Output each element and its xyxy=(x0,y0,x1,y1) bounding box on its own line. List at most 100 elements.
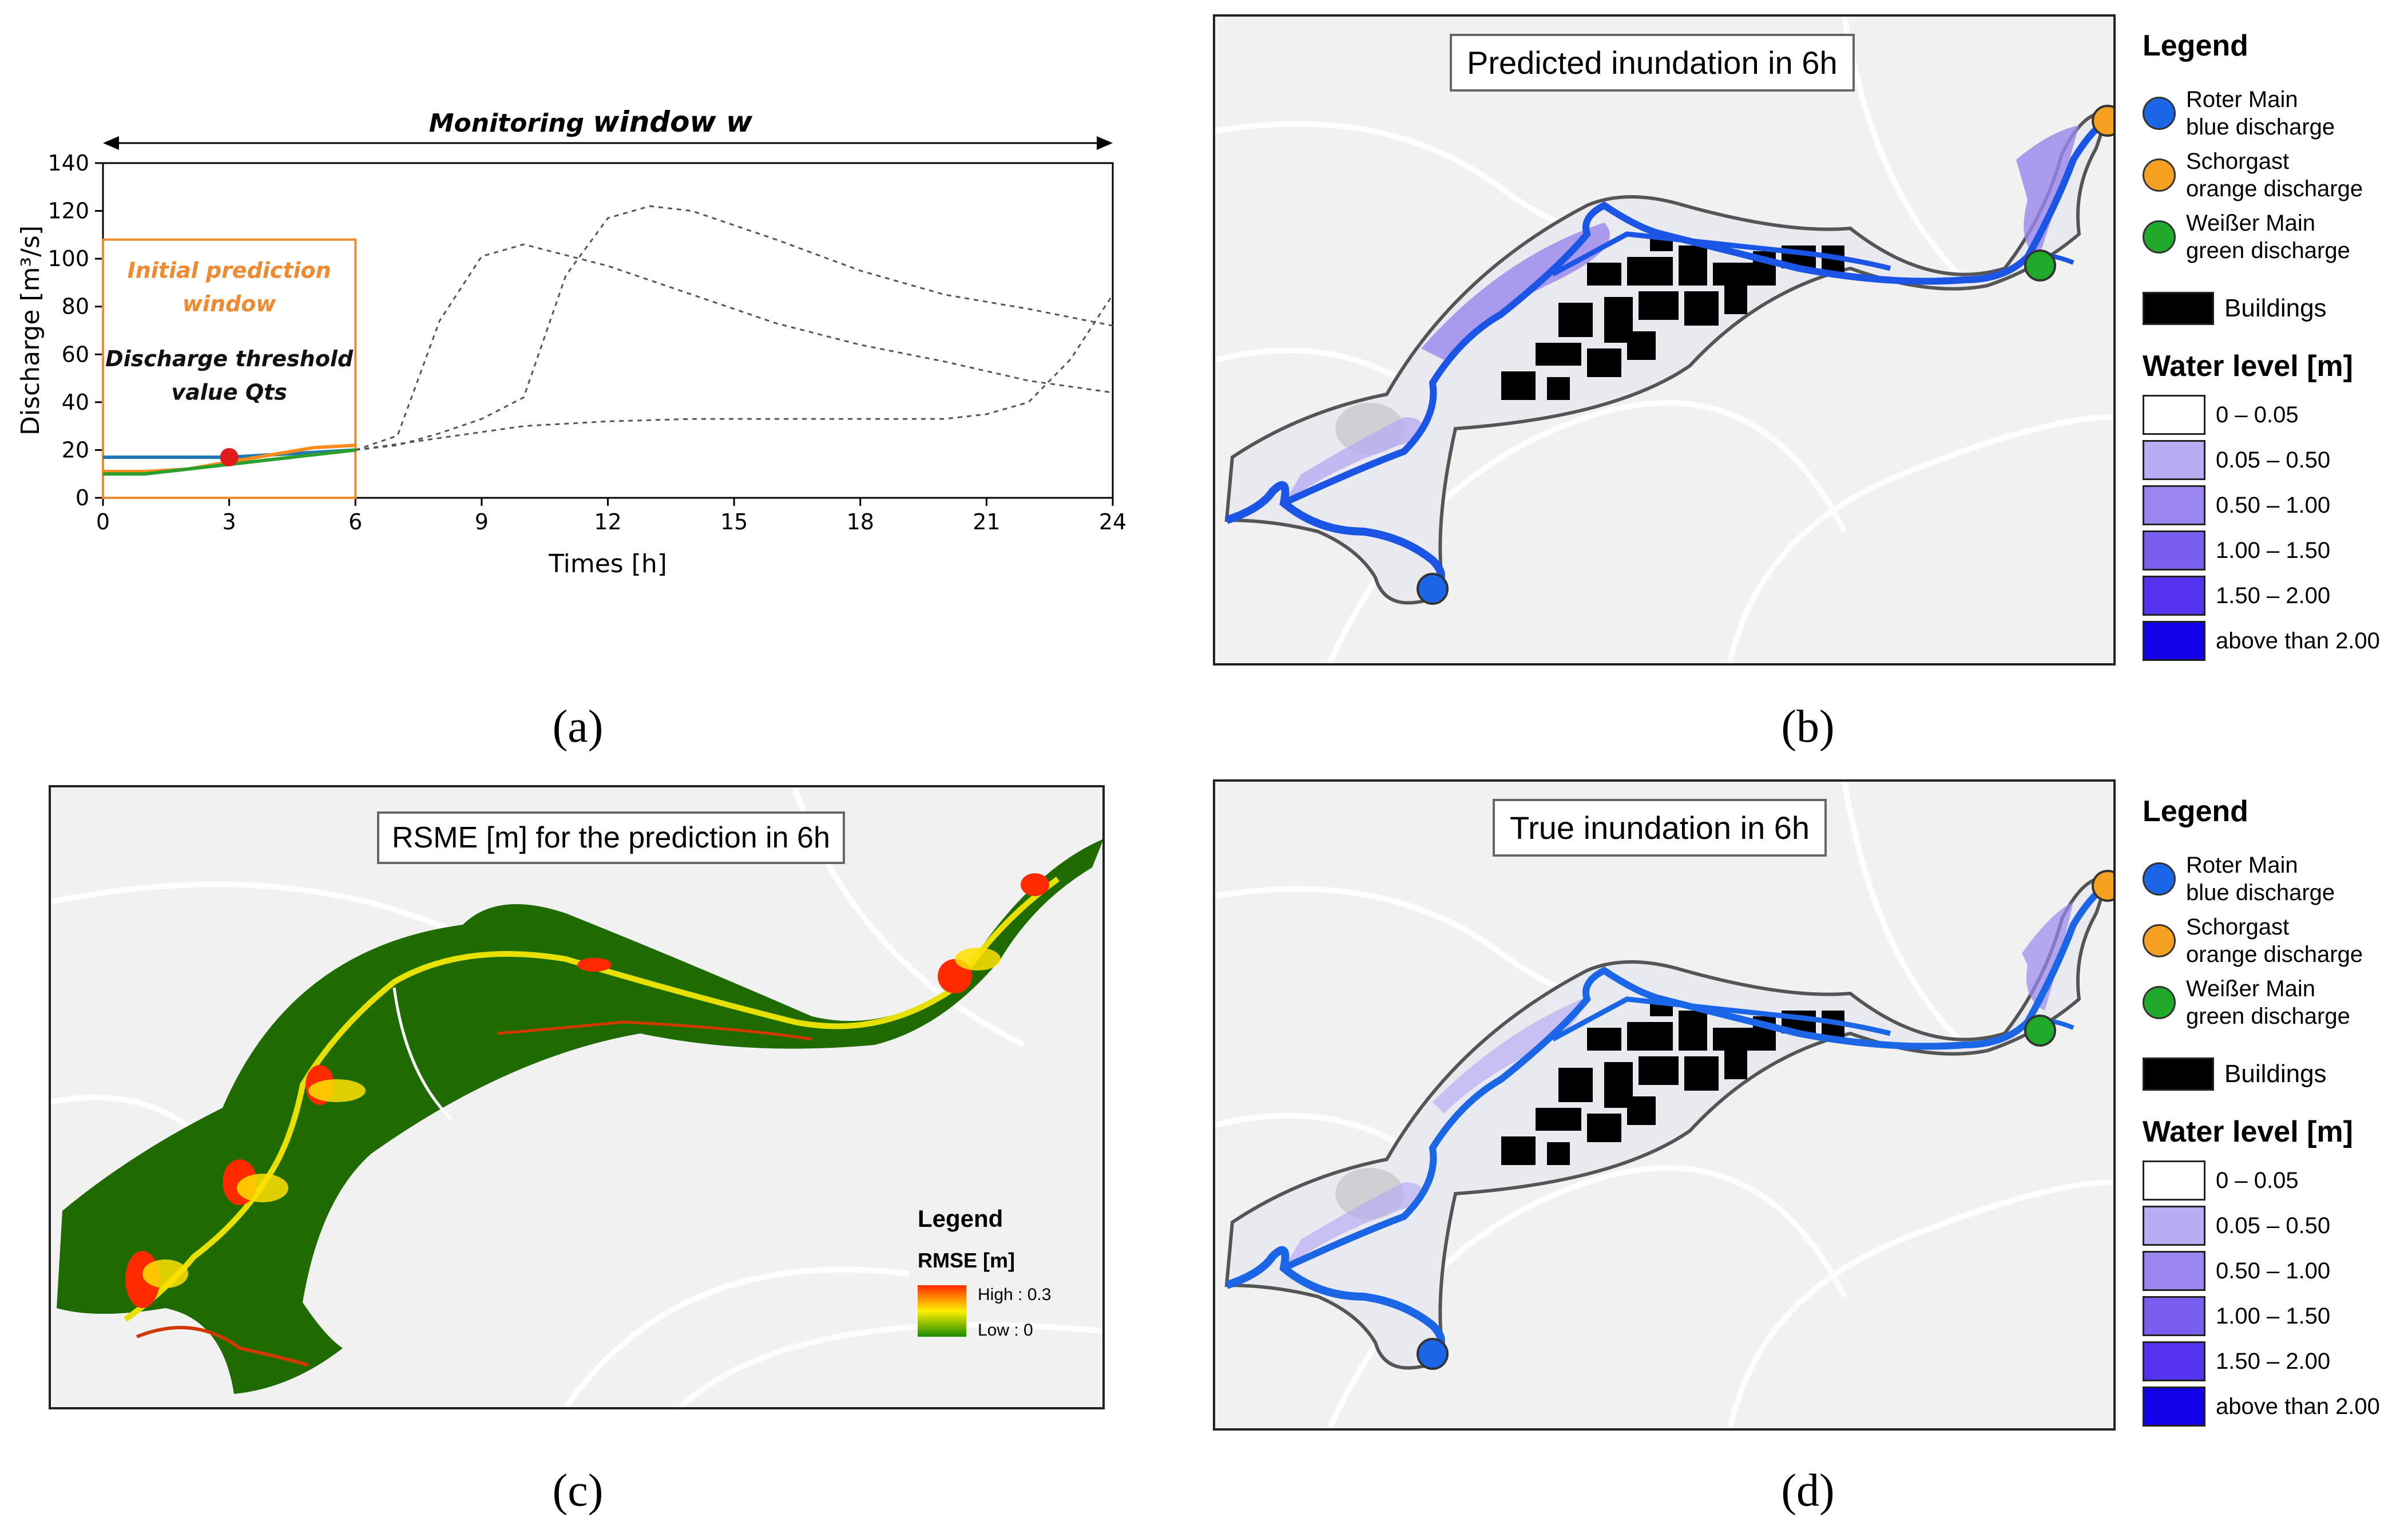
map-d-buildings-label: Buildings xyxy=(2224,1060,2327,1088)
map-d: True inundation in 6h xyxy=(1213,779,2116,1431)
rmse-legend-title: Legend xyxy=(918,1205,1003,1232)
map-b-water-swatch xyxy=(2143,440,2205,480)
y-tick-label: 60 xyxy=(62,342,89,367)
x-tick-label: 12 xyxy=(594,509,621,534)
rmse-legend-sub: RMSE [m] xyxy=(918,1249,1015,1272)
y-axis-label: Discharge [m³/s] xyxy=(16,225,45,435)
map-d-gauge-label: Weißer Main green discharge xyxy=(2186,975,2350,1030)
map-d-water-class: 0 – 0.05 xyxy=(2143,1160,2299,1201)
map-b-water-label: 0 – 0.05 xyxy=(2216,402,2299,427)
plot-frame xyxy=(102,162,1114,499)
map-b: Predicted inundation in 6h xyxy=(1213,14,2116,666)
initial-window-label-line2: window xyxy=(183,291,276,316)
map-b-water-class: 1.00 – 1.50 xyxy=(2143,530,2330,571)
map-d-water-swatch xyxy=(2143,1341,2205,1381)
map-b-gauge-desc: orange discharge xyxy=(2186,176,2363,201)
map-b-title: Predicted inundation in 6h xyxy=(1450,34,1855,92)
map-d-gauge-dot xyxy=(2143,986,2176,1019)
map-b-water-swatch xyxy=(2143,530,2205,571)
map-b-gauge-label: Schorgast orange discharge xyxy=(2186,148,2363,203)
rmse-legend: Legend RMSE [m] High : 0.3 Low : 0 xyxy=(918,1205,1101,1377)
map-b-water-label: 0.50 – 1.00 xyxy=(2216,493,2331,518)
map-d-water-title: Water level [m] xyxy=(2143,1115,2353,1148)
map-b-water-swatch xyxy=(2143,576,2205,616)
series-line-gray-dashed-4 xyxy=(355,205,1113,451)
x-tick-label: 18 xyxy=(847,509,874,534)
threshold-label-line1: Discharge threshold xyxy=(105,346,354,371)
x-tick-label: 9 xyxy=(475,509,489,534)
map-b-gauge-name: Schorgast xyxy=(2186,149,2290,174)
map-b-gauge-dot xyxy=(2143,97,2176,130)
x-tick-label: 21 xyxy=(973,509,1000,534)
initial-window-label-line1: Initial prediction xyxy=(128,258,331,283)
map-c-title: RSME [m] for the prediction in 6h xyxy=(377,811,845,864)
map-b-water-class: 0.05 – 0.50 xyxy=(2143,440,2330,480)
initial-window-box xyxy=(102,238,357,499)
map-d-water-class: 1.00 – 1.50 xyxy=(2143,1296,2330,1336)
map-d-legend: Legend Roter Main blue discharge Schorgast o… xyxy=(2143,794,2400,1441)
map-b-gauge-item: Weißer Main green discharge xyxy=(2143,209,2350,264)
caption-a: (a) xyxy=(552,702,604,752)
map-b-water-class: 0 – 0.05 xyxy=(2143,395,2299,435)
map-d-gauge-name: Weißer Main xyxy=(2186,976,2315,1001)
map-b-buildings-swatch xyxy=(2143,292,2214,325)
map-b-legend-title: Legend xyxy=(2143,29,2248,62)
map-d-legend-title: Legend xyxy=(2143,795,2248,828)
map-d-gauge-item: Weißer Main green discharge xyxy=(2143,975,2350,1030)
caption-c: (c) xyxy=(552,1465,604,1516)
monitoring-arrow-left-head xyxy=(103,136,119,150)
x-tick-label: 24 xyxy=(1099,509,1126,534)
map-d-buildings-item: Buildings xyxy=(2143,1057,2327,1091)
map-d-gauge-name: Roter Main xyxy=(2186,853,2298,878)
map-b-gauge-dot xyxy=(2143,220,2176,253)
y-tick-label: 40 xyxy=(62,390,89,415)
y-tick-label: 0 xyxy=(76,485,89,510)
map-d-water-swatch xyxy=(2143,1387,2205,1427)
y-tick-label: 140 xyxy=(47,150,89,176)
y-tick-label: 20 xyxy=(62,437,89,462)
monitoring-arrow-right-head xyxy=(1097,136,1113,150)
caption-b: (b) xyxy=(1781,702,1835,752)
threshold-point xyxy=(220,447,239,466)
map-d-gauge-label: Schorgast orange discharge xyxy=(2186,913,2363,968)
caption-d: (d) xyxy=(1781,1465,1835,1516)
map-b-gauge-desc: blue discharge xyxy=(2186,114,2335,140)
x-tick-label: 15 xyxy=(720,509,748,534)
x-tick-label: 0 xyxy=(96,509,110,534)
map-d-gauge-item: Roter Main blue discharge xyxy=(2143,851,2335,906)
map-b-legend: Legend Roter Main blue discharge Schorgast o… xyxy=(2143,29,2400,675)
rmse-high-label: High : 0.3 xyxy=(978,1285,1052,1304)
rmse-gradient xyxy=(918,1285,966,1337)
map-d-gauge-name: Schorgast xyxy=(2186,914,2290,940)
series-line-blue xyxy=(103,448,356,459)
map-b-water-swatch xyxy=(2143,485,2205,525)
map-b-gauge-label: Roter Main blue discharge xyxy=(2186,86,2335,141)
map-d-water-class: above than 2.00 xyxy=(2143,1387,2380,1427)
map-d-graphic xyxy=(1215,782,2113,1428)
map-b-gauge-dot xyxy=(2143,159,2176,192)
map-b-water-class: 1.50 – 2.00 xyxy=(2143,576,2330,616)
map-b-water-label: 0.05 – 0.50 xyxy=(2216,447,2331,473)
map-c: RSME [m] for the prediction in 6h Legend… xyxy=(49,785,1105,1409)
map-b-gauge-name: Roter Main xyxy=(2186,87,2298,112)
map-b-water-class: 0.50 – 1.00 xyxy=(2143,485,2330,525)
series-line-gray-dashed-5 xyxy=(355,294,1114,451)
map-b-water-label: above than 2.00 xyxy=(2216,628,2380,653)
rmse-low-label: Low : 0 xyxy=(978,1321,1033,1340)
discharge-chart: 0 3 6 9 12 15 18 21 24 0 20 40 60 80 100 120 140 Times [h… xyxy=(16,105,1126,579)
map-b-water-title: Water level [m] xyxy=(2143,350,2353,383)
map-d-water-class: 0.05 – 0.50 xyxy=(2143,1206,2330,1246)
map-d-water-label: 1.50 – 2.00 xyxy=(2216,1349,2331,1374)
map-d-gauge-dot xyxy=(2143,924,2176,957)
map-d-gauge-desc: orange discharge xyxy=(2186,942,2363,967)
threshold-label-line2: value Qts xyxy=(171,380,287,405)
map-d-water-label: 0.50 – 1.00 xyxy=(2216,1258,2331,1284)
map-d-buildings-swatch xyxy=(2143,1057,2214,1091)
x-tick-label: 6 xyxy=(348,509,362,534)
y-tick-label: 80 xyxy=(62,294,89,319)
map-d-gauge-item: Schorgast orange discharge xyxy=(2143,913,2363,968)
map-b-water-swatch xyxy=(2143,395,2205,435)
map-b-water-label: 1.50 – 2.00 xyxy=(2216,583,2331,608)
panel-a: 0 3 6 9 12 15 18 21 24 0 20 40 60 80 100 120 140 Times [h… xyxy=(0,0,1173,761)
map-d-water-label: 0 – 0.05 xyxy=(2216,1168,2299,1193)
